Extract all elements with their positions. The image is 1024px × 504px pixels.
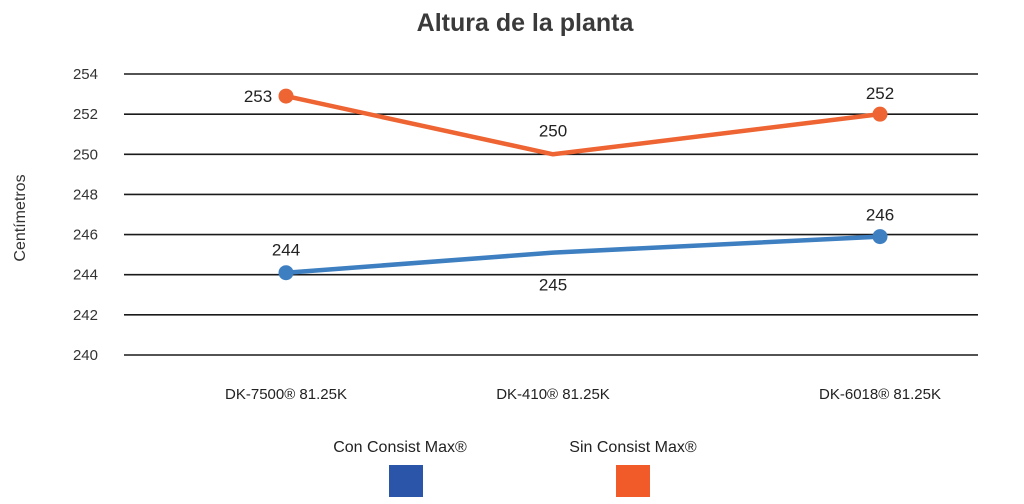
- x-tick-label: DK-7500® 81.25K: [225, 386, 347, 403]
- series-lines: [283, 93, 883, 275]
- data-label: 252: [866, 84, 894, 103]
- y-tick-label: 246: [73, 227, 98, 244]
- x-axis-ticks: DK-7500® 81.25K DK-410® 81.25K DK-6018® 81…: [225, 386, 941, 403]
- y-tick-label: 250: [73, 146, 98, 163]
- data-labels: 244 245 246 253 250 252: [244, 84, 894, 294]
- series-points: [278, 88, 888, 281]
- legend-swatch-sin: [616, 465, 650, 497]
- y-tick-label: 244: [73, 267, 98, 284]
- series-line: [283, 93, 883, 157]
- y-tick-label: 248: [73, 186, 98, 203]
- y-axis-ticks: 240 242 244 246 248 250 252 254: [73, 66, 98, 364]
- data-label: 245: [539, 276, 567, 295]
- y-tick-label: 240: [73, 347, 98, 364]
- x-tick-label: DK-410® 81.25K: [496, 386, 610, 403]
- data-label: 253: [244, 87, 272, 106]
- legend: Con Consist Max® Sin Consist Max®: [333, 439, 697, 497]
- chart-title: Altura de la planta: [417, 9, 635, 37]
- x-tick-label: DK-6018® 81.25K: [819, 386, 941, 403]
- data-point: [278, 88, 294, 104]
- data-point: [872, 106, 888, 122]
- legend-label-sin: Sin Consist Max®: [569, 439, 697, 456]
- series-line: [283, 234, 883, 275]
- data-point: [278, 265, 294, 281]
- y-tick-label: 252: [73, 106, 98, 123]
- legend-label-con: Con Consist Max®: [333, 439, 467, 456]
- data-point: [872, 229, 888, 245]
- data-label: 246: [866, 206, 894, 225]
- y-tick-label: 254: [73, 66, 98, 83]
- y-axis-label: Centímetros: [12, 174, 29, 261]
- legend-swatch-con: [389, 465, 423, 497]
- y-tick-label: 242: [73, 307, 98, 324]
- data-label: 244: [272, 241, 300, 260]
- data-label: 250: [539, 121, 567, 140]
